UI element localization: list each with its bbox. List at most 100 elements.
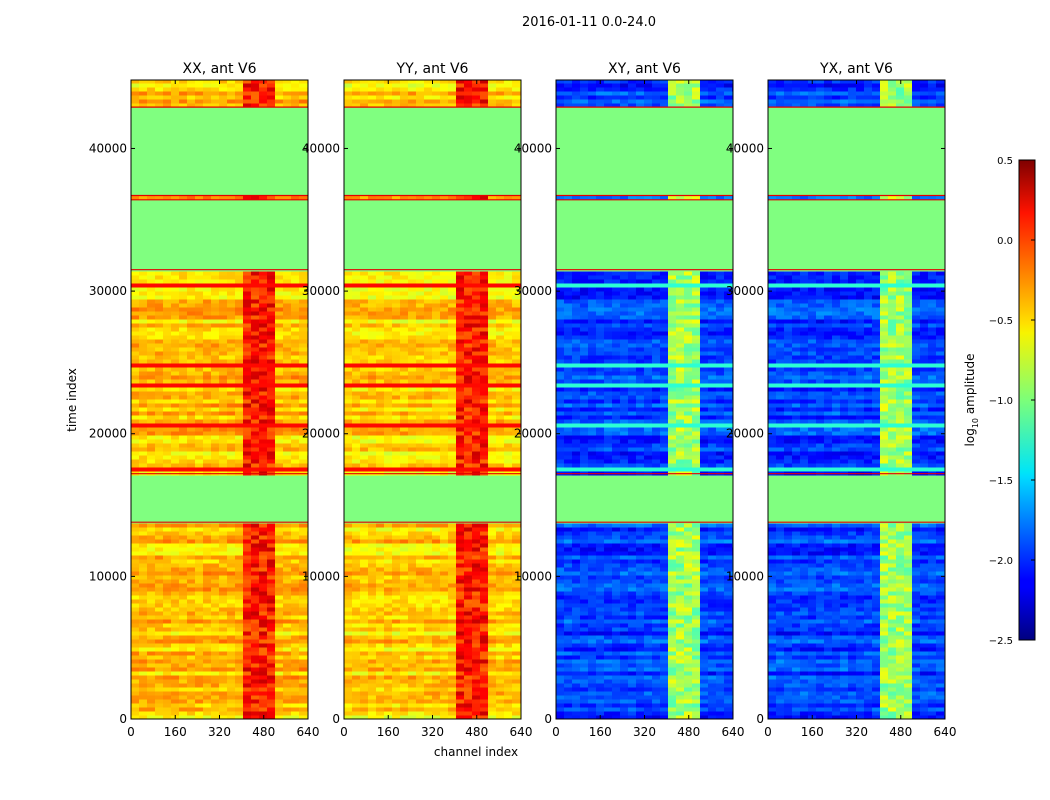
heatmap-cell bbox=[275, 383, 284, 388]
heatmap-cell bbox=[283, 415, 292, 420]
heatmap-cell bbox=[227, 599, 236, 604]
heatmap-cell bbox=[259, 523, 268, 528]
heatmap-cell bbox=[211, 291, 220, 296]
heatmap-cell bbox=[456, 651, 465, 656]
heatmap-cell bbox=[227, 91, 236, 96]
heatmap-cell bbox=[139, 503, 148, 508]
heatmap-cell bbox=[163, 383, 172, 388]
heatmap-cell bbox=[195, 435, 204, 440]
heatmap-cell bbox=[203, 535, 212, 540]
heatmap-cell bbox=[171, 355, 180, 360]
heatmap-cell bbox=[203, 259, 212, 264]
heatmap-cell bbox=[283, 615, 292, 620]
heatmap-cell bbox=[299, 375, 308, 380]
heatmap-cell bbox=[163, 243, 172, 248]
heatmap-cell bbox=[267, 655, 276, 660]
heatmap-cell bbox=[283, 655, 292, 660]
heatmap-cell bbox=[368, 503, 377, 508]
heatmap-cell bbox=[267, 483, 276, 488]
heatmap-cell bbox=[219, 603, 228, 608]
heatmap-cell bbox=[267, 111, 276, 116]
heatmap-cell bbox=[408, 599, 417, 604]
heatmap-cell bbox=[512, 683, 521, 688]
heatmap-cell bbox=[179, 647, 188, 652]
heatmap-cell bbox=[131, 211, 140, 216]
heatmap-cell bbox=[171, 647, 180, 652]
heatmap-cell bbox=[227, 227, 236, 232]
heatmap-cell bbox=[440, 523, 449, 528]
heatmap-cell bbox=[251, 423, 260, 428]
heatmap-cell bbox=[251, 131, 260, 136]
heatmap-cell bbox=[267, 575, 276, 580]
heatmap-cell bbox=[299, 479, 308, 484]
heatmap-cell bbox=[155, 591, 164, 596]
heatmap-cell bbox=[275, 367, 284, 372]
heatmap-cell bbox=[267, 715, 276, 719]
heatmap-cell bbox=[147, 151, 156, 156]
heatmap-cell bbox=[251, 707, 260, 712]
heatmap-cell bbox=[203, 543, 212, 548]
heatmap-cell bbox=[472, 711, 481, 716]
heatmap-cell bbox=[227, 671, 236, 676]
heatmap-cell bbox=[147, 451, 156, 456]
heatmap-cell bbox=[368, 579, 377, 584]
heatmap-cell bbox=[163, 275, 172, 280]
heatmap-cell bbox=[275, 531, 284, 536]
heatmap-cell bbox=[235, 311, 244, 316]
heatmap-cell bbox=[283, 171, 292, 176]
heatmap-cell bbox=[155, 87, 164, 92]
heatmap-cell bbox=[299, 427, 308, 432]
heatmap-cell bbox=[147, 495, 156, 500]
heatmap-cell bbox=[235, 239, 244, 244]
heatmap-cell bbox=[448, 671, 457, 676]
heatmap-cell bbox=[283, 463, 292, 468]
heatmap-cell bbox=[147, 215, 156, 220]
heatmap-cell bbox=[416, 559, 425, 564]
heatmap-cell bbox=[235, 507, 244, 512]
heatmap-cell bbox=[219, 567, 228, 572]
heatmap-cell bbox=[259, 443, 268, 448]
heatmap-cell bbox=[283, 319, 292, 324]
heatmap-cell bbox=[464, 627, 473, 632]
heatmap-cell bbox=[179, 287, 188, 292]
heatmap-cell bbox=[179, 135, 188, 140]
heatmap-cell bbox=[235, 691, 244, 696]
heatmap-cell bbox=[139, 279, 148, 284]
heatmap-cell bbox=[275, 279, 284, 284]
heatmap-cell bbox=[416, 683, 425, 688]
heatmap-cell bbox=[131, 80, 140, 84]
heatmap-cell bbox=[227, 343, 236, 348]
heatmap-cell bbox=[147, 523, 156, 528]
heatmap-cell bbox=[400, 687, 409, 692]
heatmap-cell bbox=[408, 587, 417, 592]
heatmap-cell bbox=[139, 291, 148, 296]
heatmap-cell bbox=[171, 99, 180, 104]
heatmap-cell bbox=[227, 419, 236, 424]
heatmap-cell bbox=[139, 271, 148, 276]
heatmap-cell bbox=[187, 371, 196, 376]
heatmap-cell bbox=[291, 191, 300, 196]
heatmap-cell bbox=[504, 503, 513, 508]
heatmap-cell bbox=[235, 667, 244, 672]
heatmap-cell bbox=[187, 299, 196, 304]
heatmap-cell bbox=[360, 547, 369, 552]
heatmap-cell bbox=[187, 519, 196, 524]
heatmap-cell bbox=[283, 383, 292, 388]
heatmap-cell bbox=[424, 635, 433, 640]
heatmap-cell bbox=[259, 347, 268, 352]
heatmap-cell bbox=[211, 171, 220, 176]
heatmap-cell bbox=[187, 535, 196, 540]
heatmap-cell bbox=[291, 643, 300, 648]
heatmap-cell bbox=[243, 651, 252, 656]
heatmap-cell bbox=[251, 695, 260, 700]
heatmap-cell bbox=[235, 199, 244, 204]
heatmap-cell bbox=[147, 579, 156, 584]
heatmap-cell bbox=[203, 335, 212, 340]
heatmap-cell bbox=[171, 191, 180, 196]
heatmap-cell bbox=[211, 683, 220, 688]
heatmap-cell bbox=[195, 175, 204, 180]
heatmap-cell bbox=[432, 547, 441, 552]
heatmap-cell bbox=[504, 575, 513, 580]
heatmap-cell bbox=[267, 271, 276, 276]
heatmap-cell bbox=[344, 547, 353, 552]
